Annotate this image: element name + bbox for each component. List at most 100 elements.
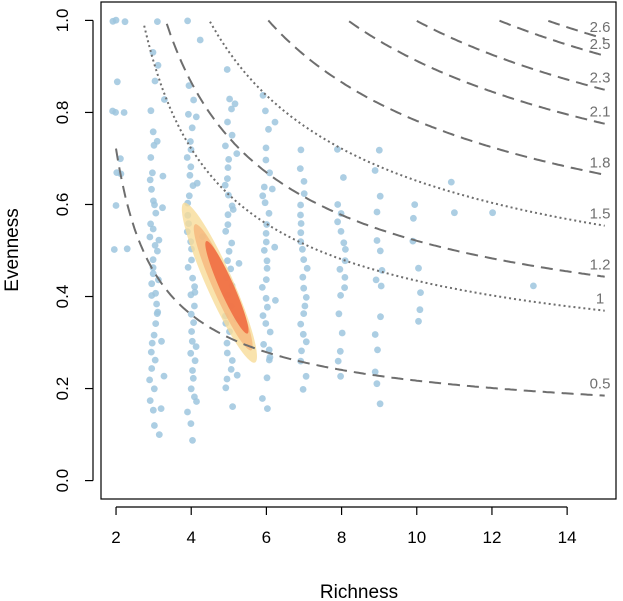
data-point xyxy=(373,380,381,388)
data-point xyxy=(260,247,268,254)
data-point xyxy=(417,289,424,296)
isoline xyxy=(348,20,605,125)
data-point xyxy=(302,338,310,346)
data-point xyxy=(338,329,346,337)
data-point xyxy=(262,144,270,152)
data-point xyxy=(148,292,156,299)
data-point xyxy=(376,247,384,255)
data-point xyxy=(151,242,159,249)
data-point xyxy=(151,77,159,85)
data-point xyxy=(299,273,307,281)
data-point xyxy=(262,230,270,237)
data-point xyxy=(191,288,199,296)
data-point xyxy=(262,294,270,302)
data-point xyxy=(266,353,274,361)
data-point xyxy=(223,375,231,383)
data-point xyxy=(149,128,157,136)
data-point xyxy=(228,239,236,247)
data-point xyxy=(376,400,384,408)
data-point xyxy=(302,294,310,301)
data-point xyxy=(262,238,270,246)
data-point xyxy=(300,284,308,292)
data-point xyxy=(185,192,193,200)
data-point xyxy=(109,17,117,25)
data-point xyxy=(184,17,192,25)
data-point xyxy=(265,125,272,133)
data-point xyxy=(340,174,347,181)
data-point xyxy=(148,280,156,288)
data-point xyxy=(153,137,161,145)
data-point xyxy=(336,347,344,355)
data-point xyxy=(262,156,270,164)
data-point xyxy=(158,337,165,345)
data-point xyxy=(263,374,271,382)
y-tick-label: 1.0 xyxy=(53,9,72,33)
isoline xyxy=(115,148,605,397)
data-point xyxy=(224,211,232,219)
data-point xyxy=(223,339,231,347)
y-tick-label: 0.2 xyxy=(53,377,72,401)
isoline-label: 2.3 xyxy=(590,70,611,87)
data-point xyxy=(264,303,271,311)
isoline-label: 1 xyxy=(596,291,604,308)
x-tick-label: 10 xyxy=(407,528,426,547)
x-tick-label: 8 xyxy=(337,528,346,547)
data-point xyxy=(266,328,274,336)
data-point xyxy=(147,220,155,228)
data-point xyxy=(301,302,309,310)
isoline-label: 2.1 xyxy=(590,104,611,121)
data-point xyxy=(149,225,157,233)
data-point xyxy=(187,349,195,357)
data-point xyxy=(297,201,304,209)
data-point xyxy=(189,437,196,444)
isoline-label: 0.5 xyxy=(590,376,611,393)
data-point xyxy=(151,422,158,429)
data-point xyxy=(113,78,121,86)
data-point xyxy=(187,163,195,171)
data-point xyxy=(341,274,349,281)
data-point xyxy=(221,181,229,189)
data-point xyxy=(415,264,422,272)
data-point xyxy=(148,185,155,193)
data-point xyxy=(154,61,162,69)
data-point xyxy=(159,172,167,180)
data-point xyxy=(188,328,196,335)
isoline-label: 1.5 xyxy=(590,206,611,223)
data-point xyxy=(153,300,161,308)
data-point xyxy=(374,346,381,354)
data-point xyxy=(372,276,380,284)
density-contours xyxy=(181,202,257,363)
data-point xyxy=(264,405,271,412)
data-point xyxy=(186,171,194,179)
data-point xyxy=(262,320,270,327)
data-point xyxy=(110,246,118,253)
data-point xyxy=(117,155,124,163)
data-point xyxy=(148,339,156,347)
data-point xyxy=(296,165,304,173)
data-point xyxy=(298,347,305,355)
isoline-label: 2.6 xyxy=(590,19,611,36)
data-point xyxy=(224,175,231,183)
isoline xyxy=(165,23,605,278)
data-point xyxy=(151,201,158,209)
data-point xyxy=(183,154,191,161)
data-point xyxy=(337,228,345,235)
data-point xyxy=(334,201,342,208)
data-point xyxy=(334,146,341,153)
data-point xyxy=(233,150,241,158)
data-point xyxy=(184,264,192,271)
data-point xyxy=(410,214,417,222)
data-point xyxy=(155,431,163,438)
data-point xyxy=(120,109,128,116)
isoline-label: 1.8 xyxy=(590,155,611,172)
isoline xyxy=(267,19,605,176)
x-tick-label: 6 xyxy=(262,528,271,547)
data-point xyxy=(411,201,419,209)
data-point xyxy=(233,371,241,379)
isoline-label: 2.5 xyxy=(590,36,611,53)
data-point xyxy=(376,192,384,200)
data-point xyxy=(303,264,311,272)
data-point xyxy=(335,310,343,318)
data-point xyxy=(377,313,384,321)
